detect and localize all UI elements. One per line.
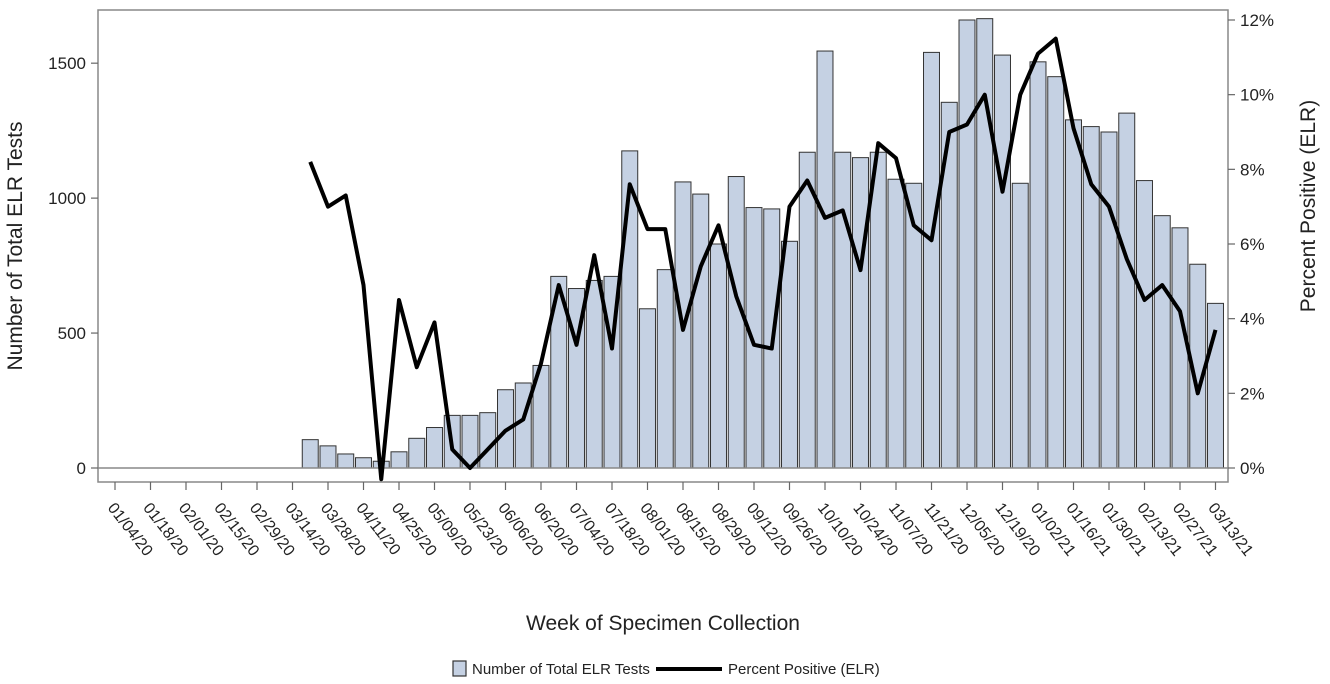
y2-tick-label: 8% <box>1240 160 1265 179</box>
bar-series <box>301 18 1224 469</box>
bar <box>727 176 745 469</box>
y2-tick-label: 10% <box>1240 86 1274 105</box>
bar <box>390 451 408 469</box>
bar <box>355 457 372 469</box>
bar <box>639 308 656 469</box>
bar <box>834 151 852 469</box>
y2-tick-label: 12% <box>1240 11 1274 30</box>
bar <box>1047 76 1065 469</box>
y-tick-label: 1500 <box>48 54 86 73</box>
x-axis-title: Week of Specimen Collection <box>526 612 800 635</box>
y2-tick-label: 6% <box>1240 235 1265 254</box>
bar <box>1153 215 1171 469</box>
bar <box>994 54 1011 469</box>
y-tick-label: 0 <box>77 459 86 478</box>
bar <box>1207 302 1224 469</box>
legend-bar-label: Number of Total ELR Tests <box>472 661 650 678</box>
bar <box>585 279 603 469</box>
legend: Number of Total ELR Tests Percent Positi… <box>452 660 880 678</box>
bar <box>869 151 887 469</box>
y-axis-right: 0% 2% 4% 6% 8% 10% 12% <box>1228 11 1274 478</box>
y-axis-title: Number of Total ELR Tests <box>4 121 27 370</box>
bar <box>1171 227 1189 469</box>
bar <box>337 453 355 469</box>
bar <box>887 178 905 469</box>
bar <box>976 18 994 469</box>
bar <box>923 51 940 469</box>
bar <box>479 412 497 469</box>
bar <box>426 427 443 469</box>
bar <box>1118 112 1136 469</box>
y-tick-label: 1000 <box>48 189 86 208</box>
bar <box>1136 180 1153 469</box>
bar <box>656 269 674 469</box>
bar <box>798 151 816 469</box>
bar <box>958 19 976 469</box>
bar <box>301 439 319 469</box>
bar <box>319 445 337 469</box>
y2-tick-label: 2% <box>1240 384 1265 403</box>
bar <box>816 50 834 469</box>
legend-line-label: Percent Positive (ELR) <box>728 661 880 678</box>
bar <box>1029 61 1047 469</box>
y2-tick-label: 0% <box>1240 459 1265 478</box>
bar <box>1011 182 1029 469</box>
bar <box>1065 119 1082 469</box>
percent-positive-line <box>308 36 1218 482</box>
bar <box>692 193 710 469</box>
bar <box>408 437 426 469</box>
bar <box>852 157 869 469</box>
bar <box>781 240 798 469</box>
y-tick-label: 500 <box>58 324 86 343</box>
bar <box>710 243 727 469</box>
legend-bar-swatch <box>452 660 467 677</box>
bar <box>1100 131 1118 469</box>
x-axis: 01/04/2001/18/2002/01/2002/15/2002/29/20… <box>104 482 1256 560</box>
y-axis-left: 0 500 1000 1500 <box>48 54 98 478</box>
y2-tick-label: 4% <box>1240 310 1265 329</box>
bar <box>745 207 763 469</box>
y2-axis-title: Percent Positive (ELR) <box>1297 100 1320 312</box>
